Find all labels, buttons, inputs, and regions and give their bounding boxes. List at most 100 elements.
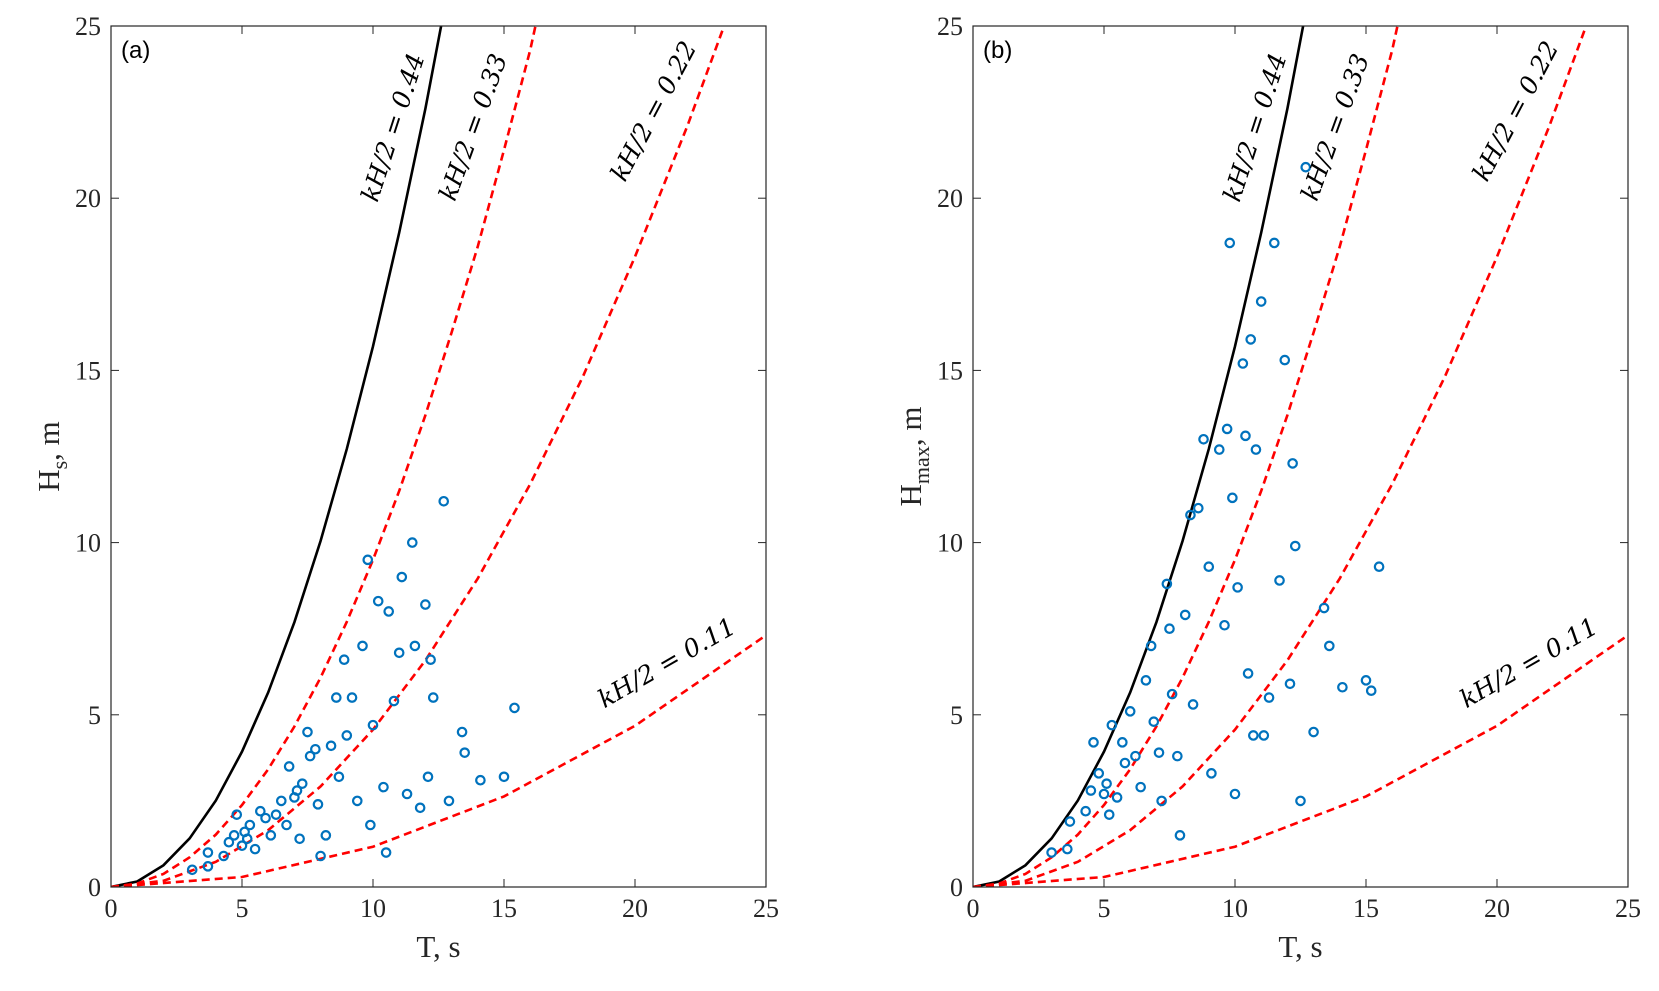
y-tick-label: 5 — [88, 701, 101, 730]
x-tick-label: 5 — [236, 894, 249, 923]
y-label-main: H — [893, 484, 928, 506]
data-point — [351, 795, 363, 807]
data-point — [1166, 688, 1178, 700]
data-point — [367, 719, 379, 731]
data-point — [427, 692, 439, 703]
plot-area — [111, 26, 766, 887]
x-tick-label: 0 — [967, 894, 980, 923]
y-tick-label: 20 — [75, 184, 101, 213]
data-point — [1093, 768, 1105, 779]
data-point — [283, 761, 295, 772]
data-point — [1101, 778, 1112, 789]
x-tick-label: 25 — [1615, 894, 1641, 923]
data-point — [1145, 640, 1157, 652]
curve-label: kH/2 = 0.22 — [1467, 36, 1565, 185]
data-point — [1117, 737, 1128, 748]
data-point — [1245, 334, 1257, 345]
data-point — [1279, 354, 1291, 366]
data-point — [406, 537, 418, 548]
data-point — [1203, 561, 1215, 573]
data-point — [1124, 706, 1136, 717]
data-point — [414, 802, 426, 814]
curve — [111, 634, 766, 887]
plot-area — [973, 26, 1628, 887]
curve-label: kH/2 = 0.22 — [605, 36, 703, 185]
y-tick-label: 0 — [88, 873, 101, 902]
data-point — [294, 833, 305, 845]
data-point — [509, 702, 520, 714]
data-point — [425, 654, 436, 665]
y-tick-label: 15 — [937, 356, 963, 385]
data-point — [362, 554, 374, 566]
data-point — [1284, 678, 1296, 690]
curve-label: kH/2 = 0.44 — [355, 50, 430, 205]
data-point — [401, 788, 413, 800]
data-point — [1250, 444, 1262, 455]
x-axis-label: T, s — [1278, 929, 1322, 964]
axes-box — [972, 25, 1629, 888]
data-point — [1227, 492, 1238, 504]
data-point — [1308, 726, 1319, 738]
data-point — [1080, 805, 1091, 817]
data-point — [281, 819, 292, 831]
data-point — [475, 774, 486, 786]
y-tick-label: 10 — [937, 529, 963, 558]
data-point — [1219, 619, 1230, 631]
data-point — [372, 595, 384, 607]
data-point — [338, 654, 350, 665]
panel-label: (b) — [983, 37, 1012, 64]
data-point — [1161, 578, 1173, 590]
panel-label: (a) — [121, 37, 150, 64]
data-point — [1274, 575, 1285, 586]
data-point — [312, 799, 324, 810]
data-point — [231, 809, 243, 820]
data-point — [378, 781, 389, 793]
data-point — [1148, 716, 1160, 727]
data-point — [1229, 788, 1241, 800]
x-tick-label: 15 — [491, 894, 517, 923]
curve-label: kH/2 = 0.11 — [1455, 612, 1603, 714]
data-point — [1365, 685, 1377, 696]
data-point — [1248, 730, 1259, 741]
data-point — [333, 771, 345, 783]
x-tick-label: 10 — [360, 894, 386, 923]
data-point — [1103, 809, 1115, 820]
data-point — [315, 850, 326, 862]
data-point — [1156, 795, 1167, 807]
data-point — [236, 840, 248, 851]
data-point — [218, 850, 229, 862]
data-point — [396, 571, 408, 583]
data-point — [331, 692, 342, 703]
data-point — [1269, 237, 1280, 249]
data-point — [438, 495, 450, 507]
data-point — [341, 730, 353, 741]
data-point — [1164, 623, 1175, 634]
data-point — [1337, 681, 1348, 693]
data-point — [320, 830, 332, 841]
y-tick-label: 20 — [937, 184, 963, 213]
data-point — [244, 819, 256, 831]
y-axis-label: Hs, m — [31, 421, 72, 492]
data-point — [255, 805, 266, 817]
data-point — [275, 795, 287, 807]
data-point — [383, 606, 395, 617]
data-point — [1213, 444, 1225, 455]
data-point — [420, 599, 431, 610]
data-point — [1062, 843, 1073, 855]
data-point — [270, 809, 282, 820]
curve — [973, 26, 1305, 887]
curve — [111, 26, 726, 887]
data-point — [1295, 795, 1306, 807]
y-label-main: H — [31, 469, 66, 491]
data-point — [1300, 161, 1312, 173]
data-point — [346, 692, 358, 703]
data-point — [1318, 602, 1330, 614]
data-point — [325, 740, 337, 752]
curve-label: kH/2 = 0.44 — [1217, 50, 1292, 205]
data-point — [1130, 750, 1141, 762]
data-point — [1119, 757, 1131, 769]
data-point — [1172, 750, 1183, 762]
